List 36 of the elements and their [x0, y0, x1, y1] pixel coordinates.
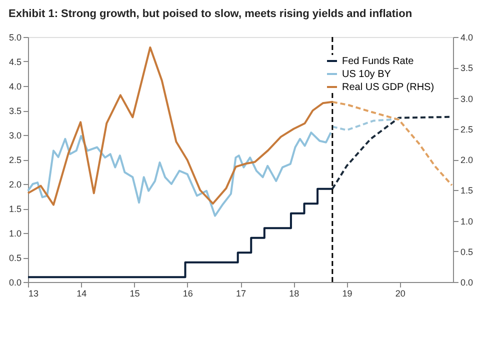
line-series [331, 100, 453, 186]
y-tick-label: 4.5 [8, 57, 22, 67]
legend-label: Fed Funds Rate [342, 56, 414, 67]
x-tick-label: 18 [289, 288, 300, 298]
x-tick-label: 13 [28, 288, 39, 298]
y2-tick-label: 3.5 [460, 63, 474, 74]
chart-title: Exhibit 1: Strong growth, but poised to slow, meets rising yields and inflation [8, 8, 412, 20]
legend-label: Real US GDP (RHS) [342, 82, 434, 93]
legend-label: US 10y BY [342, 69, 392, 80]
y-tick-label: 0.5 [8, 253, 22, 263]
x-tick-label: 19 [342, 288, 352, 298]
y-tick-label: 2.5 [8, 155, 22, 165]
y2-tick-label: 1.0 [460, 216, 474, 226]
x-tick-label: 14 [76, 288, 87, 298]
x-tick-label: 20 [395, 288, 406, 298]
y-tick-label: 4.0 [8, 82, 22, 92]
y-tick-label: 0.0 [8, 278, 22, 288]
y-tick-label: 1.0 [8, 228, 22, 238]
x-tick-label: 16 [182, 288, 193, 298]
y-tick-label: 3.0 [8, 130, 22, 140]
line-series [27, 46, 334, 206]
line-series [27, 132, 332, 217]
y-tick-label: 5.0 [8, 32, 22, 42]
y-tick-label: 1.5 [8, 204, 22, 214]
y-tick-label: 2.0 [8, 180, 22, 190]
x-tick-label: 17 [236, 288, 246, 298]
y2-tick-label: 2.5 [460, 124, 474, 134]
y2-tick-label: 3.0 [460, 94, 474, 104]
y2-tick-label: 4.0 [460, 32, 474, 42]
y2-tick-label: 0.0 [460, 278, 474, 288]
line-series [331, 118, 401, 132]
y2-tick-label: 0.5 [460, 246, 474, 257]
y2-tick-label: 1.5 [460, 186, 474, 196]
y2-tick-label: 2.0 [460, 155, 474, 165]
y-tick-label: 3.5 [8, 106, 22, 116]
x-tick-label: 15 [130, 288, 140, 298]
